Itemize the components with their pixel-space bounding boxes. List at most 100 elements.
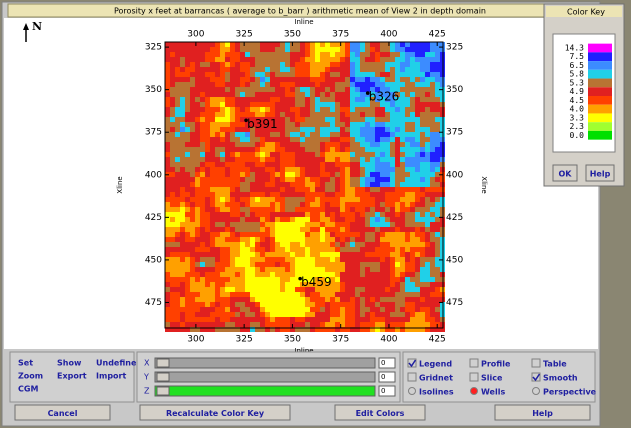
option[interactable]: Slice (470, 373, 503, 383)
radio-indicator[interactable] (533, 388, 540, 395)
map-cell (230, 82, 235, 87)
option-label[interactable]: Table (543, 360, 567, 369)
button-label[interactable]: Cancel (48, 409, 78, 418)
map-cell (275, 192, 280, 197)
panel-button-label[interactable]: CGM (18, 385, 38, 394)
button[interactable]: Edit Colors (335, 405, 425, 420)
button-label[interactable]: OK (559, 170, 573, 179)
map-cell (385, 277, 390, 282)
map-cell (365, 167, 370, 172)
option-label[interactable]: Perspective (543, 388, 597, 397)
button[interactable]: Help (495, 405, 590, 420)
option[interactable]: Profile (470, 359, 511, 369)
map-cell (400, 217, 405, 222)
map-cell (425, 127, 430, 132)
panel-button[interactable]: Undefine (92, 356, 137, 368)
option[interactable]: Perspective (533, 388, 597, 397)
map-cell (170, 187, 175, 192)
panel-button[interactable]: Show (53, 356, 90, 368)
button-label[interactable]: Recalculate Color Key (166, 409, 265, 418)
map-cell (400, 172, 405, 177)
option-label[interactable]: Gridnet (419, 374, 453, 383)
map-cell (270, 67, 275, 72)
option[interactable]: Legend (408, 359, 452, 369)
map-cell (195, 192, 200, 197)
map-cell (285, 57, 290, 62)
map-cell (315, 252, 320, 257)
option-label[interactable]: Isolines (419, 388, 454, 397)
map-cell (280, 287, 285, 292)
option[interactable]: Gridnet (408, 373, 453, 383)
option[interactable]: Table (532, 359, 567, 369)
map-cell (175, 87, 180, 92)
map-cell (300, 152, 305, 157)
map-cell (305, 322, 310, 327)
map-cell (215, 257, 220, 262)
slider-thumb[interactable] (157, 387, 169, 395)
checkbox-indicator[interactable] (470, 373, 478, 381)
map-cell (200, 257, 205, 262)
checkbox-indicator[interactable] (470, 359, 478, 367)
map-cell (240, 212, 245, 217)
map-cell (210, 112, 215, 117)
map-cell (190, 207, 195, 212)
checkbox-indicator[interactable] (532, 359, 540, 367)
map-cell (380, 262, 385, 267)
map-cell (405, 187, 410, 192)
button-label[interactable]: Edit Colors (356, 409, 405, 418)
panel-button[interactable]: Zoom (14, 369, 51, 381)
panel-button-label[interactable]: Set (18, 359, 33, 368)
panel-button-label[interactable]: Import (96, 372, 126, 381)
map-cell (285, 107, 290, 112)
option[interactable]: Smooth (532, 373, 578, 383)
button[interactable]: Help (586, 165, 614, 181)
panel-button-label[interactable]: Show (57, 359, 82, 368)
option-label[interactable]: Legend (419, 360, 452, 369)
slider-thumb[interactable] (157, 373, 169, 381)
map-cell (280, 267, 285, 272)
panel-button[interactable]: Export (53, 369, 90, 381)
map-cell (415, 77, 420, 82)
map-cell (435, 247, 440, 252)
slider-track[interactable] (155, 386, 375, 396)
slider-track[interactable] (155, 372, 375, 382)
button[interactable]: Cancel (15, 405, 110, 420)
panel-button[interactable]: Import (92, 369, 129, 381)
map-cell (345, 222, 350, 227)
slider-track[interactable] (155, 358, 375, 368)
button-label[interactable]: Help (590, 170, 611, 179)
map-cell (295, 242, 300, 247)
map-cell (235, 72, 240, 77)
map-cell (345, 77, 350, 82)
panel-button-label[interactable]: Undefine (96, 359, 137, 368)
radio-indicator[interactable] (471, 388, 478, 395)
map-cell (395, 187, 400, 192)
option-label[interactable]: Smooth (543, 374, 578, 383)
map-cell (360, 137, 365, 142)
button[interactable]: OK (553, 165, 577, 181)
map-cell (230, 182, 235, 187)
map-cell (410, 212, 415, 217)
map-cell (305, 162, 310, 167)
checkbox-indicator[interactable] (408, 373, 416, 381)
map-cell (390, 62, 395, 67)
panel-button[interactable]: Set (14, 356, 51, 368)
map-cell (280, 147, 285, 152)
option-label[interactable]: Profile (481, 360, 511, 369)
panel-button-label[interactable]: Zoom (18, 372, 43, 381)
map-cell (320, 252, 325, 257)
map-cell (380, 212, 385, 217)
map-cell (210, 72, 215, 77)
slider-thumb[interactable] (157, 359, 169, 367)
option-label[interactable]: Wells (481, 388, 505, 397)
button[interactable]: Recalculate Color Key (140, 405, 290, 420)
option-label[interactable]: Slice (481, 374, 503, 383)
radio-indicator[interactable] (409, 388, 416, 395)
map-cell (350, 157, 355, 162)
map-cell (435, 67, 440, 72)
map-cell (425, 237, 430, 242)
button-label[interactable]: Help (532, 409, 553, 418)
map-cell (405, 292, 410, 297)
panel-button[interactable]: CGM (14, 382, 51, 394)
panel-button-label[interactable]: Export (57, 372, 87, 381)
